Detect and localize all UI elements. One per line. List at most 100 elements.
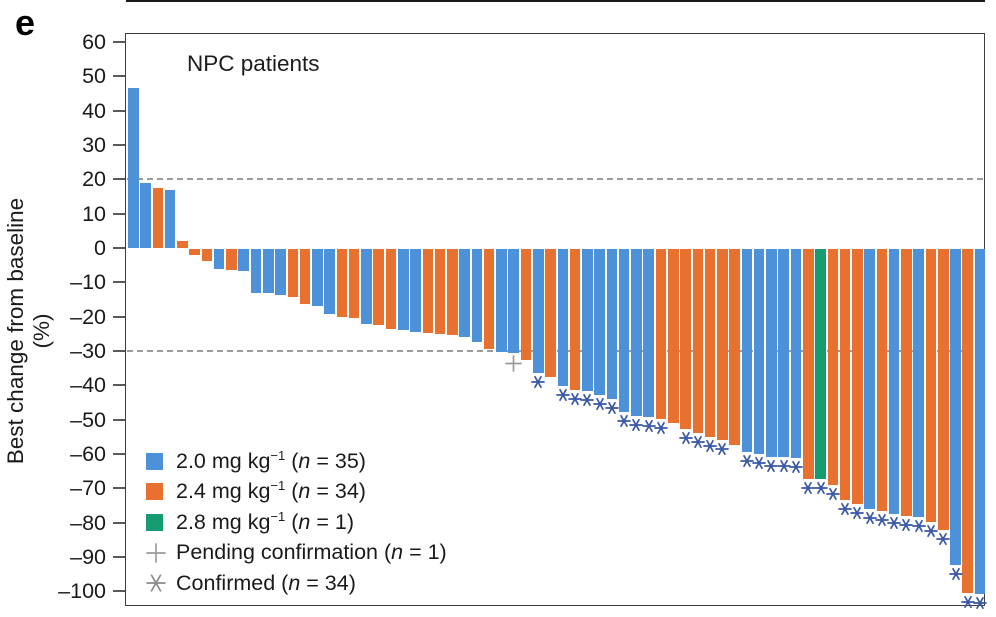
confirmed-marker: [555, 388, 570, 407]
zero-baseline: [126, 0, 985, 2]
y-tick-mark: [113, 109, 125, 112]
confirmed-marker: [960, 595, 975, 614]
confirmed-marker: [641, 419, 656, 438]
patient-bar: [373, 249, 385, 326]
patient-bar: [262, 249, 274, 293]
patient-bar: [459, 249, 470, 337]
confirmed-marker: [936, 532, 951, 551]
confirmed-marker: [752, 456, 767, 475]
y-tick-label: –70: [70, 476, 106, 501]
patient-bar: [410, 249, 421, 333]
patient-bar: [729, 249, 740, 446]
confirmed-marker: [813, 481, 828, 500]
patient-bar: [606, 249, 618, 400]
y-tick-mark: [113, 418, 125, 421]
patient-bar: [925, 249, 937, 522]
confirmed-marker: [789, 460, 803, 479]
patient-bar: [888, 249, 900, 515]
y-tick-label: –30: [70, 338, 106, 363]
patient-bar: [962, 249, 974, 594]
confirmed-marker: [838, 502, 852, 521]
patient-bar: [692, 249, 704, 433]
patient-bar: [790, 249, 802, 459]
confirmed-marker: [764, 459, 779, 478]
confirmed-marker: [629, 418, 644, 437]
patient-bar: [496, 249, 507, 353]
patient-bar: [299, 249, 311, 304]
patient-bar: [827, 249, 839, 486]
confirmed-marker: [592, 397, 607, 416]
y-tick-label: 50: [82, 64, 106, 89]
patient-bar: [361, 249, 372, 325]
patient-bar: [397, 249, 409, 331]
patient-bar: [655, 249, 667, 419]
patient-bar: [226, 249, 237, 271]
y-tick-mark: [113, 452, 125, 455]
patient-bar: [275, 249, 286, 296]
patient-bar: [974, 249, 986, 595]
confirmed-marker: [850, 506, 865, 525]
patient-bar: [348, 249, 360, 319]
confirmed-marker: [973, 596, 987, 615]
patient-bar: [152, 187, 164, 248]
patient-bar: [802, 249, 814, 479]
y-tick-label: –40: [70, 373, 106, 398]
legend-label: 2.8 mg kg−1 (n = 1): [176, 508, 354, 534]
patient-bar: [324, 249, 335, 314]
patient-bar: [385, 249, 397, 329]
legend-swatch: [146, 452, 163, 470]
patient-bar: [950, 249, 961, 566]
confirmed-marker: [887, 516, 902, 535]
patient-bar: [312, 249, 323, 307]
patient-bar: [753, 249, 765, 454]
patient-bar: [582, 249, 593, 392]
confirmed-marker: [715, 442, 730, 461]
chart-title: NPC patients: [187, 51, 320, 76]
legend-item: Confirmed (n = 34): [146, 568, 356, 598]
patient-bar: [520, 249, 532, 361]
patient-bar: [532, 249, 544, 373]
confirmed-marker: [568, 392, 582, 411]
confirmed-marker: [654, 421, 668, 440]
confirmed-marker: [740, 454, 754, 473]
patient-bar: [913, 249, 924, 517]
reference-line-upper: [127, 178, 983, 181]
confirmed-marker: [948, 567, 963, 586]
y-tick-mark: [113, 41, 125, 44]
y-tick-label: 10: [82, 201, 106, 226]
confirmed-marker: [690, 435, 705, 454]
y-tick-label: 30: [82, 133, 106, 157]
y-tick-mark: [113, 144, 125, 146]
y-tick-label: –80: [70, 510, 106, 535]
patient-bar: [545, 249, 556, 377]
confirmed-marker: [875, 513, 889, 532]
patient-bar: [557, 249, 569, 386]
confirmed-marker: [801, 481, 816, 500]
confirmed-marker: [825, 487, 840, 506]
patient-bar: [201, 249, 213, 262]
y-tick-mark: [113, 521, 125, 524]
patient-bar: [680, 249, 691, 429]
confirmed-marker: [899, 518, 914, 537]
legend-item: 2.0 mg kg−1 (n = 35): [146, 446, 366, 476]
y-axis-label: Best change from baseline (%): [3, 197, 54, 465]
patient-bar: [643, 249, 655, 418]
y-tick-mark: [113, 281, 125, 284]
patient-bar: [876, 249, 888, 511]
y-tick-mark: [113, 590, 125, 593]
patient-bar: [213, 249, 225, 269]
legend-item: 2.8 mg kg−1 (n = 1): [146, 507, 354, 537]
patient-bar: [483, 249, 495, 349]
y-tick-mark: [113, 555, 125, 558]
confirmed-marker: [924, 524, 938, 543]
confirmed-marker: [703, 439, 717, 458]
patient-bar: [471, 249, 483, 343]
patient-bar: [618, 249, 630, 412]
patient-bar: [164, 189, 176, 248]
confirmed-marker: [580, 393, 595, 412]
legend-item: Pending confirmation (n = 1): [146, 538, 447, 568]
legend-label: Pending confirmation (n = 1): [176, 540, 447, 564]
legend-label: 2.0 mg kg−1 (n = 35): [176, 447, 366, 473]
patient-bar: [189, 249, 200, 256]
y-tick-label: –90: [70, 544, 106, 569]
